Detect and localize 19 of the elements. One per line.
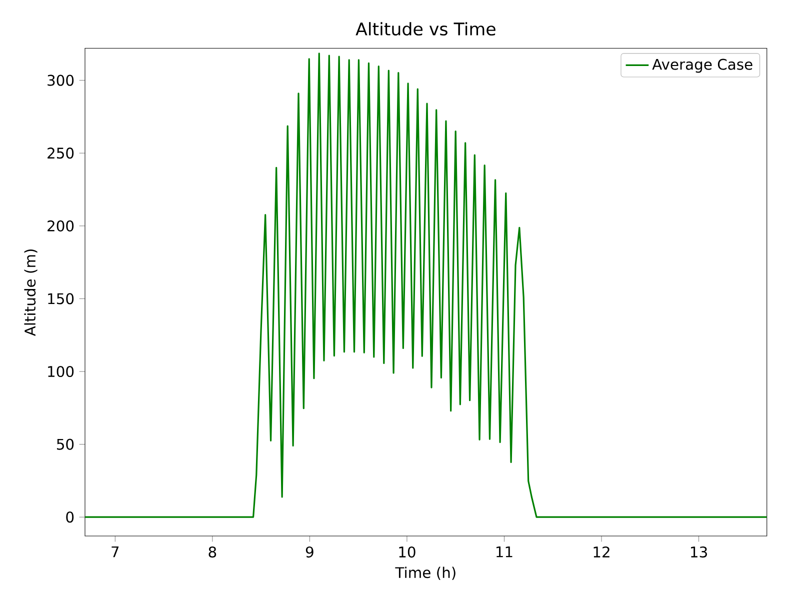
y-tick-label: 300 — [48, 74, 74, 86]
y-tick-label: 200 — [48, 220, 74, 232]
y-axis-title: Altitude (m) — [24, 250, 38, 336]
x-axis-title: Time (h) — [395, 566, 456, 580]
y-tick-label: 0 — [66, 512, 74, 523]
x-tick-label: 9 — [306, 546, 314, 558]
x-tick-label: 13 — [691, 546, 707, 558]
line-series — [84, 52, 767, 518]
chart-title: Altitude vs Time — [356, 22, 496, 36]
x-tick-label: 8 — [208, 546, 216, 558]
y-tick-label: 50 — [56, 438, 74, 450]
y-tick-label: 150 — [48, 293, 74, 304]
x-tick-label: 12 — [594, 546, 610, 558]
y-tick-label: 100 — [48, 366, 74, 378]
legend-label: Average Case — [652, 58, 752, 73]
y-tick-label: 250 — [48, 148, 74, 159]
x-tick-label: 10 — [399, 546, 416, 558]
x-tick-label: 7 — [112, 546, 119, 558]
x-tick-label: 11 — [496, 546, 512, 558]
